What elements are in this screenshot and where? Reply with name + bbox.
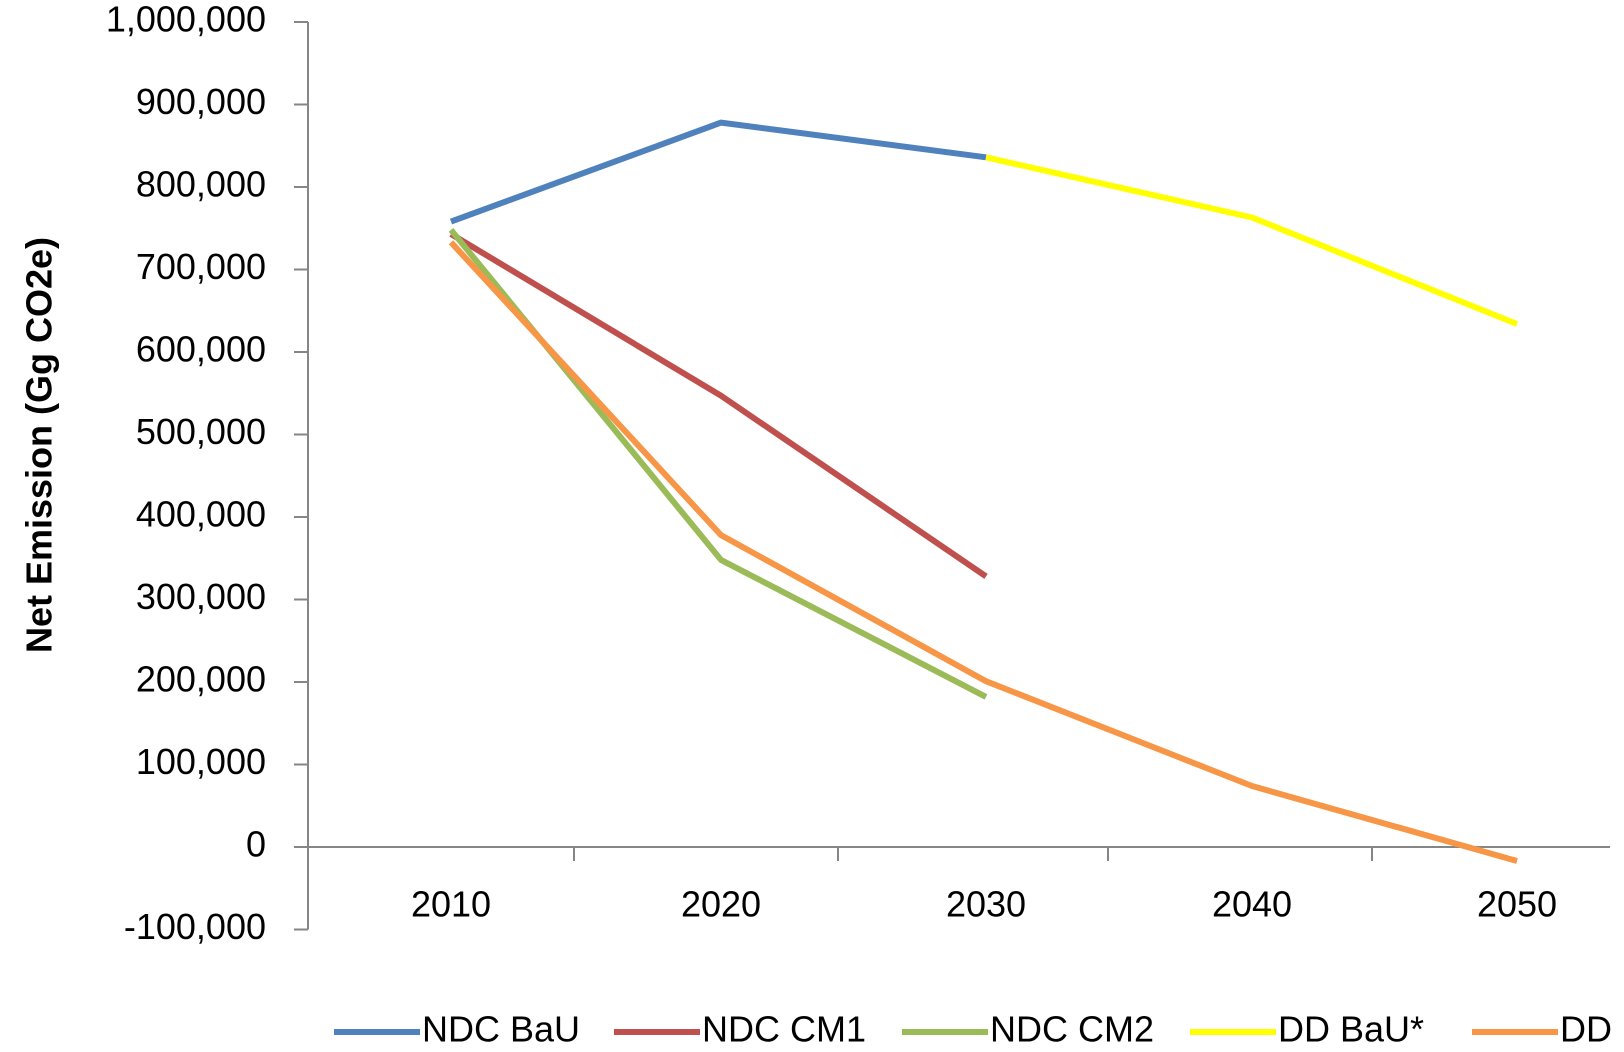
y-tick-label: 400,000 xyxy=(136,494,266,535)
y-tick-label: 600,000 xyxy=(136,329,266,370)
y-tick-label: -100,000 xyxy=(124,906,266,947)
y-tick-label: 500,000 xyxy=(136,411,266,452)
x-tick-label: 2020 xyxy=(681,884,761,925)
y-tick-label: 700,000 xyxy=(136,246,266,287)
legend-label-ndc-cm1: NDC CM1 xyxy=(702,1009,866,1050)
legend-label-dd-bau: DD BaU* xyxy=(1278,1009,1424,1050)
y-tick-label: 0 xyxy=(246,824,266,865)
legend-label-ndc-cm2: NDC CM2 xyxy=(990,1009,1154,1050)
y-axis-ticks: -100,000 0 100,000 200,000 300,000 400,000 500… xyxy=(106,0,308,947)
series-line-ndc-bau xyxy=(449,119,987,225)
series-line-ndc-cm1 xyxy=(449,231,988,579)
x-axis-ticks: 2010 2020 2030 2040 2050 xyxy=(411,884,1557,925)
series-line-ndc-cm2 xyxy=(448,228,988,700)
x-tick-label: 2030 xyxy=(946,884,1026,925)
x-tick-label: 2010 xyxy=(411,884,491,925)
series-lines xyxy=(448,119,1519,864)
y-axis-label: Net Emission (Gg CO2e) xyxy=(19,237,60,653)
y-tick-label: 1,000,000 xyxy=(106,0,266,40)
series-line-dd-bau xyxy=(985,154,1519,327)
x-tick-label: 2050 xyxy=(1477,884,1557,925)
x-tick-label: 2040 xyxy=(1212,884,1292,925)
y-tick-label: 300,000 xyxy=(136,576,266,617)
legend: NDC BaU NDC CM1 NDC CM2 DD BaU* DD xyxy=(334,1009,1612,1050)
series-line-dd xyxy=(448,240,1518,864)
y-tick-label: 800,000 xyxy=(136,164,266,205)
y-tick-label: 200,000 xyxy=(136,659,266,700)
y-tick-label: 900,000 xyxy=(136,81,266,122)
axes xyxy=(294,22,1610,930)
y-tick-label: 100,000 xyxy=(136,741,266,782)
legend-label-dd: DD xyxy=(1560,1009,1612,1050)
legend-label-ndc-bau: NDC BaU xyxy=(422,1009,580,1050)
